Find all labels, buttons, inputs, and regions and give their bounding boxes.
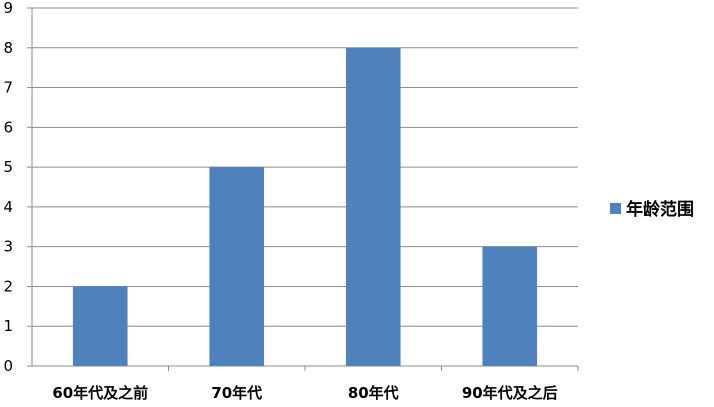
x-category-label: 70年代 [211,384,262,402]
y-tick-label: 2 [3,277,13,295]
y-tick-label: 7 [3,79,13,97]
legend-label-series-0: 年龄范围 [626,199,694,220]
legend-swatch [610,203,621,214]
y-tick-label: 1 [3,317,13,335]
bar-1 [209,167,265,366]
bar-2 [345,47,401,367]
y-tick-label: 3 [3,238,13,256]
y-tick-label: 0 [3,357,13,375]
y-tick-label: 4 [3,198,13,216]
y-tick-label: 6 [3,118,13,136]
y-tick-label: 9 [3,0,13,17]
y-tick-label: 8 [3,39,13,57]
x-category-label: 60年代及之前 [52,384,148,402]
x-category-label: 90年代及之后 [462,384,558,402]
x-axis-labels: 60年代及之前 70年代 80年代 90年代及之后 [52,384,557,402]
bar-3 [482,246,538,366]
y-axis-ticks: 0 1 2 3 4 5 6 7 8 9 [3,0,13,375]
bars [72,47,538,367]
x-category-label: 80年代 [348,384,399,402]
y-tick-label: 5 [3,158,13,176]
legend: 年龄范围 [610,199,694,220]
bar-0 [72,286,128,366]
